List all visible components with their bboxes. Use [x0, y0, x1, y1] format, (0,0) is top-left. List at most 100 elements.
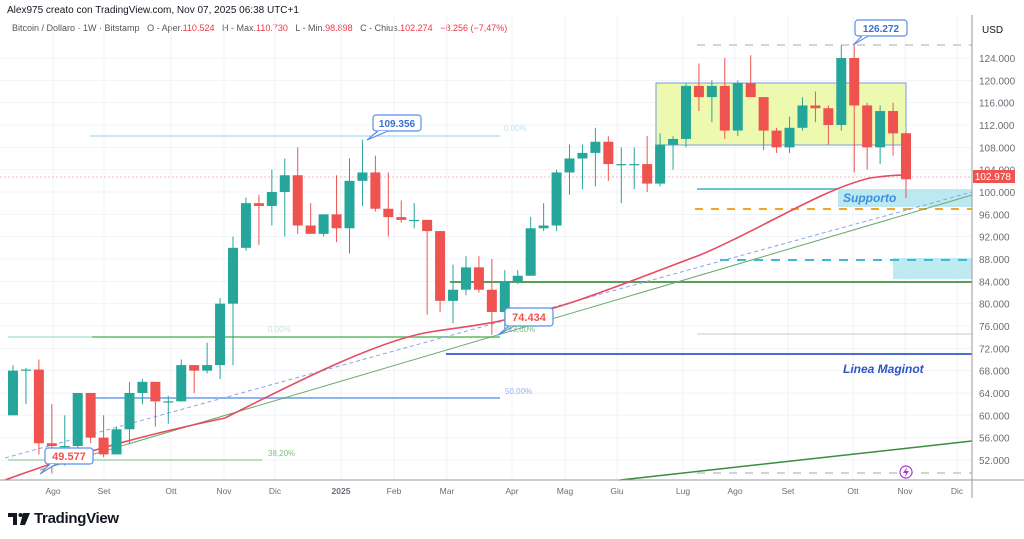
fib-236-label: 23,60%: [508, 325, 535, 334]
callout-109356[interactable]: 109.356: [366, 114, 422, 141]
candle[interactable]: [797, 97, 808, 131]
ohlc-legend: Bitcoin / Dollaro · 1W · Bitstamp O - Ap…: [12, 23, 507, 33]
candle[interactable]: [512, 270, 523, 285]
candle[interactable]: [888, 102, 899, 156]
candle[interactable]: [732, 80, 743, 137]
candle[interactable]: [473, 256, 484, 293]
support-zone[interactable]: [838, 189, 972, 207]
price-tick: 100.000: [979, 188, 1016, 199]
candle[interactable]: [616, 147, 627, 204]
candle[interactable]: [85, 392, 96, 444]
candle[interactable]: [823, 105, 834, 145]
candle[interactable]: [422, 219, 433, 315]
candle[interactable]: [344, 158, 355, 254]
candle[interactable]: [706, 80, 717, 123]
currency-label[interactable]: USD: [982, 25, 1004, 36]
candle[interactable]: [448, 264, 459, 324]
candle[interactable]: [137, 379, 148, 405]
price-tick: 76.000: [979, 322, 1010, 333]
candle[interactable]: [486, 258, 497, 335]
candle[interactable]: [901, 132, 911, 199]
candle[interactable]: [603, 136, 614, 181]
support-zone-lower[interactable]: [893, 258, 972, 279]
candle[interactable]: [189, 365, 200, 393]
candle[interactable]: [20, 367, 31, 405]
candle[interactable]: [629, 147, 640, 190]
candle[interactable]: [215, 298, 226, 380]
candle[interactable]: [875, 105, 886, 165]
candle[interactable]: [655, 133, 666, 187]
candle[interactable]: [577, 144, 588, 190]
callout-126272[interactable]: 126.272: [852, 19, 908, 46]
candle[interactable]: [590, 127, 601, 187]
candle[interactable]: [836, 45, 847, 131]
candle[interactable]: [150, 381, 161, 427]
candle[interactable]: [551, 169, 562, 232]
fib-0-label: 0,00%: [268, 325, 291, 334]
callout-74434[interactable]: 74.434: [497, 307, 554, 336]
price-axis[interactable]: 124.000120.000116.000112.000108.000104.0…: [0, 15, 1024, 498]
candle[interactable]: [292, 147, 303, 234]
candle[interactable]: [331, 175, 342, 243]
candle[interactable]: [228, 236, 239, 366]
candle[interactable]: [124, 381, 135, 444]
candle[interactable]: [253, 194, 264, 246]
time-tick: Nov: [216, 486, 232, 496]
high-label: H - Max.: [221, 23, 256, 33]
candle[interactable]: [680, 83, 691, 148]
candle[interactable]: [758, 97, 769, 151]
candle[interactable]: [810, 91, 821, 123]
symbol-label[interactable]: Bitcoin / Dollaro · 1W · Bitstamp: [12, 23, 140, 33]
candle[interactable]: [305, 203, 316, 234]
svg-text:109.356: 109.356: [379, 119, 416, 130]
candle[interactable]: [176, 359, 187, 402]
candle[interactable]: [538, 203, 549, 232]
candle[interactable]: [460, 256, 471, 296]
candle[interactable]: [357, 139, 368, 206]
candle[interactable]: [98, 415, 109, 458]
candle[interactable]: [849, 45, 860, 173]
time-tick: Apr: [505, 486, 518, 496]
candle[interactable]: [719, 58, 730, 139]
candle[interactable]: [240, 197, 251, 251]
dashed-trendline[interactable]: [4, 191, 973, 459]
time-tick: 2025: [332, 486, 351, 496]
candle[interactable]: [409, 203, 420, 229]
candle[interactable]: [72, 392, 83, 452]
moving-average-line[interactable]: [4, 174, 907, 481]
candle[interactable]: [8, 365, 18, 416]
candle[interactable]: [435, 231, 446, 313]
candle[interactable]: [370, 155, 381, 212]
candle[interactable]: [396, 200, 407, 223]
svg-text:49.577: 49.577: [52, 451, 86, 463]
callout-49577[interactable]: 49.577: [39, 447, 94, 475]
candle[interactable]: [202, 342, 213, 374]
candle[interactable]: [784, 116, 795, 153]
price-tick: 72.000: [979, 344, 1010, 355]
candle[interactable]: [564, 144, 575, 195]
candle[interactable]: [668, 136, 679, 170]
close-label: C - Chius.: [360, 23, 401, 33]
lightning-event-icon[interactable]: [899, 465, 913, 479]
tradingview-logo[interactable]: TradingView: [8, 510, 119, 527]
time-tick: Set: [98, 486, 111, 496]
candle[interactable]: [525, 217, 536, 276]
candle[interactable]: [266, 169, 277, 226]
candle[interactable]: [745, 55, 756, 98]
candle[interactable]: [693, 63, 704, 112]
candle[interactable]: [771, 127, 782, 153]
candle[interactable]: [383, 172, 394, 237]
price-tick: 88.000: [979, 255, 1010, 266]
candle[interactable]: [862, 102, 873, 170]
time-tick: Ago: [45, 486, 60, 496]
candle[interactable]: [163, 395, 174, 424]
candle[interactable]: [279, 158, 290, 237]
candle[interactable]: [33, 359, 44, 455]
time-axis[interactable]: Ago Set Ott Nov Dic 2025 Feb Mar Apr Mag Giu Lug Ago…: [45, 486, 963, 496]
candle[interactable]: [111, 426, 122, 455]
fib-0-top-label: 0,00%: [504, 124, 527, 133]
candle[interactable]: [642, 136, 653, 192]
long-trend-line[interactable]: [619, 440, 973, 481]
candle[interactable]: [318, 214, 329, 237]
